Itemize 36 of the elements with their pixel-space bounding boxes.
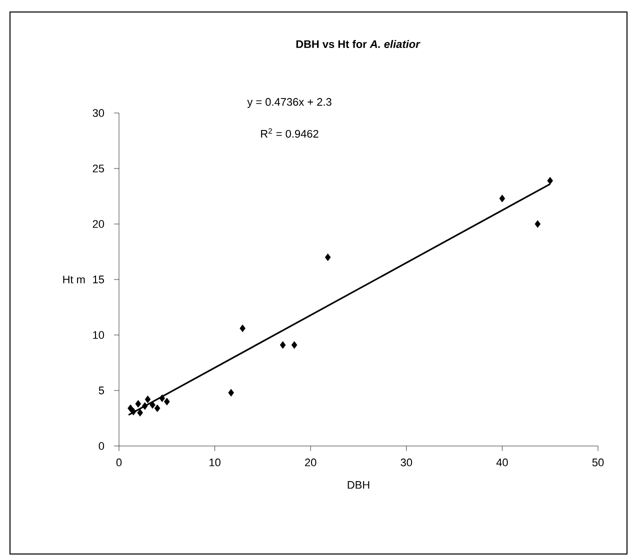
point xyxy=(534,220,541,228)
point xyxy=(499,194,506,202)
x-tick-label: 40 xyxy=(496,458,508,466)
x-tick-label: 30 xyxy=(400,458,412,466)
x-axis-title: DBH xyxy=(348,481,370,489)
point xyxy=(150,401,156,409)
y-tick-label: 30 xyxy=(92,109,104,117)
y-tick-label: 5 xyxy=(98,386,104,394)
point xyxy=(154,404,160,412)
y-tick-label: 0 xyxy=(98,442,104,450)
point xyxy=(128,404,134,412)
point xyxy=(164,398,170,406)
point xyxy=(137,408,143,416)
point xyxy=(130,408,136,416)
y-tick-label: 10 xyxy=(93,331,104,339)
y-tick-label: 25 xyxy=(92,164,104,172)
point xyxy=(240,324,246,332)
point xyxy=(291,341,298,349)
point xyxy=(228,388,234,397)
annotation: R$^{2}$ = 0.9462 xyxy=(261,128,318,138)
point xyxy=(280,341,286,349)
y-tick-label: 20 xyxy=(92,220,104,228)
point xyxy=(135,400,142,408)
y-axis-title: Ht m xyxy=(63,276,85,284)
chart-title: DBH vs Ht for A. eliatior xyxy=(296,40,420,48)
text: y = 0.4736x + 2.3 xyxy=(247,98,332,108)
y-tick-label: 15 xyxy=(93,276,104,284)
x-tick-label: 20 xyxy=(305,458,316,466)
point xyxy=(144,396,151,404)
point xyxy=(142,402,148,410)
point xyxy=(159,394,166,402)
point xyxy=(547,176,553,185)
point xyxy=(324,254,331,262)
x-tick-label: 10 xyxy=(210,458,220,466)
x-tick-label: 50 xyxy=(592,458,604,466)
x-tick-label: 0 xyxy=(116,458,122,466)
